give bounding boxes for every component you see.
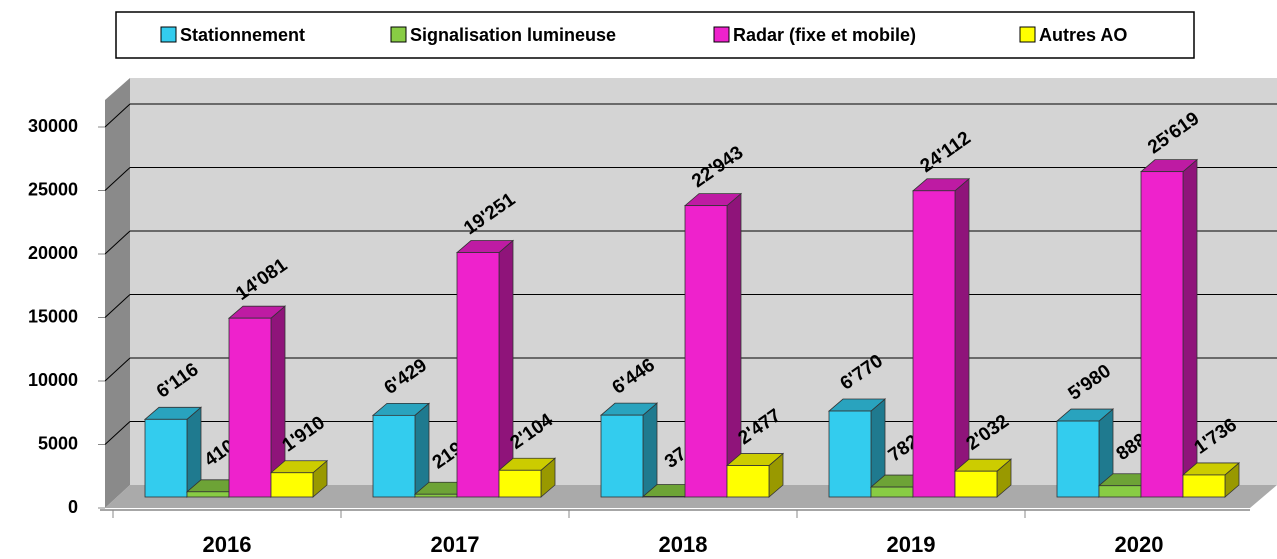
- bar: [456, 252, 500, 498]
- bar: [954, 470, 998, 498]
- legend-label: Radar (fixe et mobile): [733, 25, 916, 45]
- y-tick-label: 5000: [38, 433, 78, 453]
- x-tick-label: 2019: [887, 532, 936, 557]
- legend-swatch: [1019, 26, 1036, 43]
- bar: [684, 205, 728, 498]
- bar: [414, 493, 458, 498]
- grid-line-side: [104, 421, 131, 445]
- bar: [186, 491, 230, 498]
- y-tick-label: 30000: [28, 116, 78, 136]
- bar: [870, 486, 914, 498]
- bar-side: [414, 402, 430, 498]
- grid-line-side: [104, 357, 131, 382]
- grid-line-side: [104, 230, 131, 255]
- bar: [228, 317, 272, 498]
- x-tick-label: 2017: [431, 532, 480, 557]
- x-tick-label: 2020: [1115, 532, 1164, 557]
- bar: [1140, 171, 1184, 498]
- x-tick-label: 2018: [659, 532, 708, 557]
- grid-line-side: [104, 294, 131, 318]
- legend-label: Signalisation lumineuse: [410, 25, 616, 45]
- legend-label: Stationnement: [180, 25, 305, 45]
- bar: [372, 414, 416, 498]
- bar: [726, 465, 770, 498]
- bar: [1098, 485, 1142, 498]
- bar: [498, 469, 542, 498]
- bar-side: [498, 239, 514, 498]
- bar: [1182, 474, 1226, 498]
- bar: [270, 472, 314, 498]
- bar-side: [726, 192, 742, 498]
- grid-line-side: [104, 103, 131, 128]
- legend-box: [115, 11, 1195, 59]
- bar: [828, 410, 872, 498]
- bar: [144, 418, 188, 498]
- grid-line-side: [104, 167, 131, 191]
- side-wall: [105, 78, 130, 508]
- y-tick-label: 15000: [28, 306, 78, 326]
- bar: [912, 190, 956, 498]
- legend-swatch: [160, 26, 177, 43]
- y-tick-label: 10000: [28, 370, 78, 390]
- y-tick-label: 20000: [28, 243, 78, 263]
- legend-label: Autres AO: [1039, 25, 1127, 45]
- y-tick-label: 0: [68, 497, 78, 517]
- legend-swatch: [713, 26, 730, 43]
- y-tick-label: 25000: [28, 179, 78, 199]
- bar: [1056, 420, 1100, 498]
- bar-side: [642, 402, 658, 498]
- bar: [600, 414, 644, 498]
- legend-swatch: [390, 26, 407, 43]
- x-tick-label: 2016: [203, 532, 252, 557]
- bar-side: [954, 177, 970, 498]
